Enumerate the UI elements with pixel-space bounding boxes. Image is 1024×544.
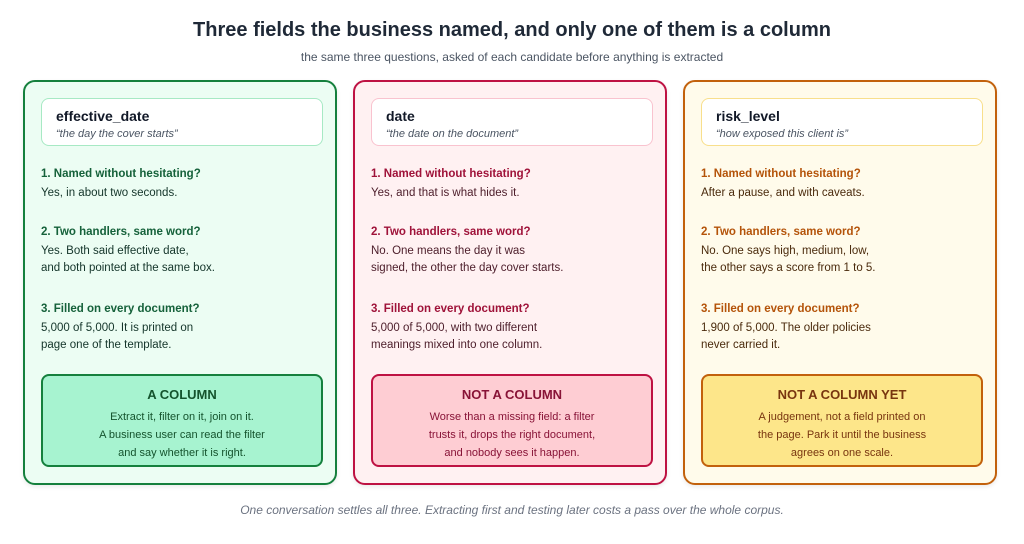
verdict-box: A COLUMN Extract it, filter on it, join … (41, 374, 323, 467)
verdict-text: Worse than a missing field: a filter tru… (428, 411, 596, 459)
question-label: 1. Named without hesitating? (371, 168, 531, 180)
question-label: 3. Filled on every document? (371, 303, 530, 315)
field-description: “how exposed this client is” (716, 128, 849, 140)
field-header: date “the date on the document” (371, 98, 653, 146)
verdict-box: NOT A COLUMN Worse than a missing field:… (371, 374, 653, 467)
question-3: 3. Filled on every document? 1,900 of 5,… (701, 301, 991, 354)
question-2: 2. Two handlers, same word? No. One says… (701, 224, 991, 277)
question-answer: Yes. Both said effective date, and both … (41, 245, 215, 274)
question-answer: No. One says high, medium, low, the othe… (701, 245, 876, 274)
field-description: “the day the cover starts” (56, 128, 178, 140)
field-header: risk_level “how exposed this client is” (701, 98, 983, 146)
verdict-text: A judgement, not a field printed on the … (757, 411, 927, 459)
field-name: date (386, 108, 415, 124)
question-3: 3. Filled on every document? 5,000 of 5,… (371, 301, 661, 354)
question-label: 1. Named without hesitating? (701, 168, 861, 180)
field-header: effective_date “the day the cover starts… (41, 98, 323, 146)
verdict-box: NOT A COLUMN YET A judgement, not a fiel… (701, 374, 983, 467)
question-answer: 1,900 of 5,000. The older policies never… (701, 322, 871, 351)
question-label: 2. Two handlers, same word? (41, 226, 201, 238)
verdict-title: NOT A COLUMN (461, 387, 563, 402)
verdict-title: A COLUMN (147, 387, 217, 402)
verdict-title: NOT A COLUMN YET (777, 387, 907, 402)
question-answer: After a pause, and with caveats. (701, 187, 865, 199)
diagram-title: Three fields the business named, and onl… (193, 19, 831, 41)
card-date: date “the date on the document” 1. Named… (353, 80, 667, 485)
question-answer: Yes, in about two seconds. (41, 187, 178, 199)
question-label: 1. Named without hesitating? (41, 168, 201, 180)
card-risk-level: risk_level “how exposed this client is” … (683, 80, 997, 485)
question-answer: No. One means the day it was signed, the… (371, 245, 564, 274)
field-name: effective_date (56, 108, 150, 124)
card-effective-date: effective_date “the day the cover starts… (23, 80, 337, 485)
question-answer: 5,000 of 5,000, with two different meani… (371, 322, 543, 351)
question-1: 1. Named without hesitating? Yes, in abo… (41, 166, 331, 202)
footer-note: One conversation settles all three. Extr… (240, 503, 784, 517)
question-label: 2. Two handlers, same word? (371, 226, 531, 238)
question-label: 3. Filled on every document? (701, 303, 860, 315)
question-3: 3. Filled on every document? 5,000 of 5,… (41, 301, 331, 354)
question-2: 2. Two handlers, same word? No. One mean… (371, 224, 661, 277)
field-name: risk_level (716, 108, 780, 124)
question-label: 2. Two handlers, same word? (701, 226, 861, 238)
question-answer: 5,000 of 5,000. It is printed on page on… (41, 322, 194, 351)
question-answer: Yes, and that is what hides it. (371, 187, 520, 199)
question-label: 3. Filled on every document? (41, 303, 200, 315)
question-2: 2. Two handlers, same word? Yes. Both sa… (41, 224, 331, 277)
diagram-subtitle: the same three questions, asked of each … (300, 50, 724, 64)
question-1: 1. Named without hesitating? After a pau… (701, 166, 991, 202)
field-description: “the date on the document” (386, 128, 519, 140)
verdict-text: Extract it, filter on it, join on it. A … (99, 411, 265, 459)
question-1: 1. Named without hesitating? Yes, and th… (371, 166, 661, 202)
